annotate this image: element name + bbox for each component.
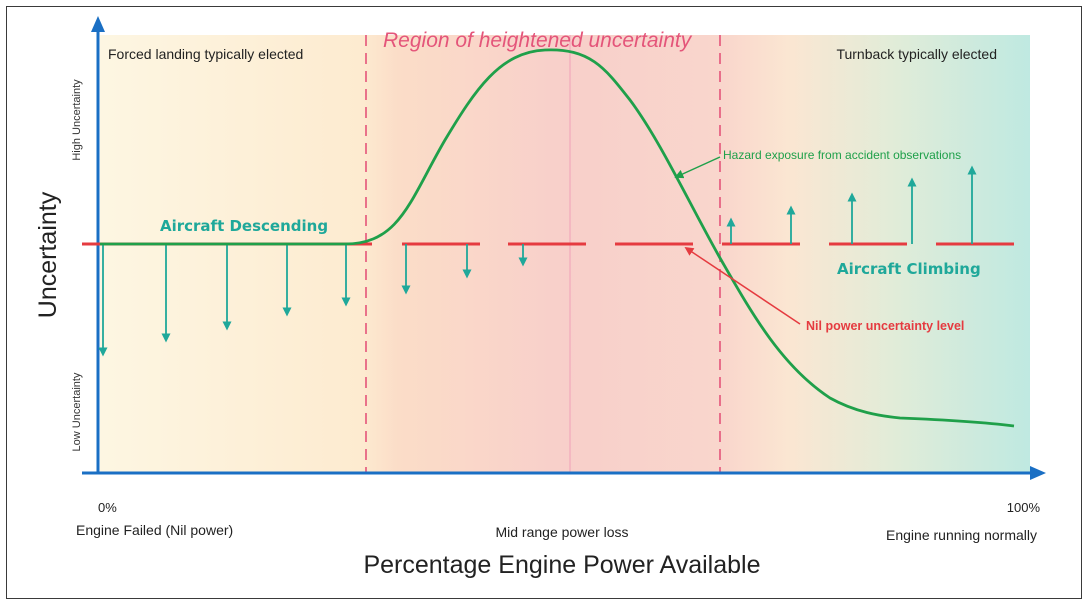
left-region-label: Forced landing typically elected (108, 46, 303, 62)
middle-region-label: Region of heightened uncertainty (383, 29, 693, 52)
hazard-label: Hazard exposure from accident observatio… (723, 148, 961, 162)
y-axis-title: Uncertainty (34, 191, 62, 318)
descending-arrows (98, 244, 528, 357)
y-high-label: High Uncertainty (71, 79, 83, 161)
y-low-label: Low Uncertainty (71, 372, 83, 451)
hazard-pointer (674, 156, 721, 179)
region-background (100, 35, 1030, 473)
climbing-arrows (726, 165, 977, 244)
x-mid-label: Mid range power loss (495, 524, 628, 540)
x-max-tick: 100% (1007, 500, 1041, 515)
y-axis-arrowhead (91, 16, 105, 32)
descending-label: Aircraft Descending (160, 217, 328, 235)
x-axis-arrowhead (1030, 466, 1046, 480)
x-min-tick: 0% (98, 500, 117, 515)
nil-power-label: Nil power uncertainty level (806, 319, 964, 333)
x-axis-title: Percentage Engine Power Available (363, 551, 760, 579)
nil-power-pointer (684, 247, 801, 325)
climbing-label: Aircraft Climbing (837, 260, 981, 278)
x-right-label: Engine running normally (886, 527, 1037, 543)
right-region-label: Turnback typically elected (836, 46, 997, 62)
hazard-curve (100, 48, 1015, 428)
x-left-label: Engine Failed (Nil power) (76, 522, 233, 538)
